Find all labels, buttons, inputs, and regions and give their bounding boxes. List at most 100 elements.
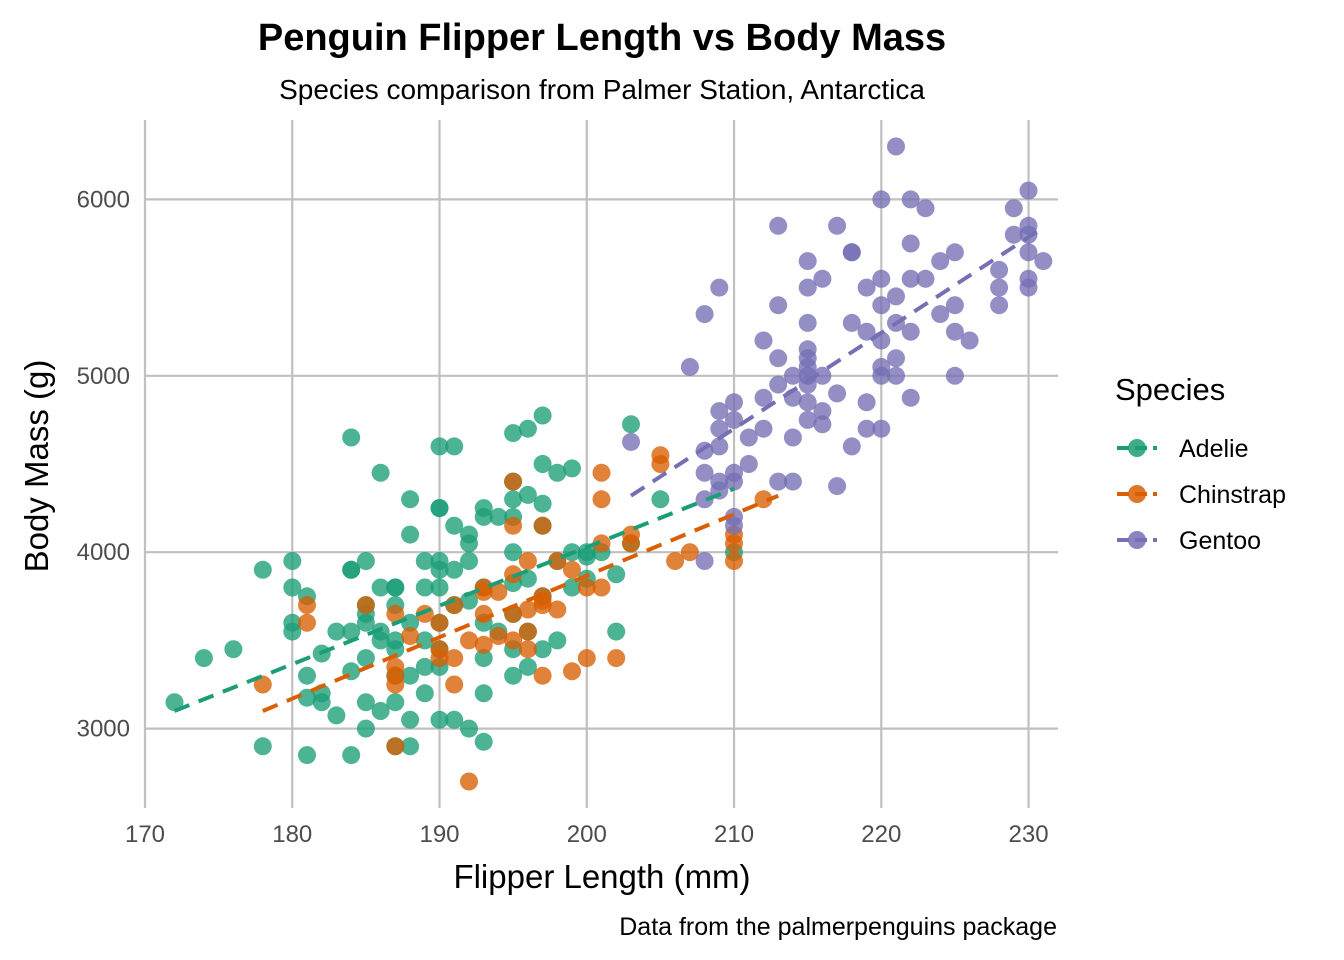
legend-key-point-chinstrap [1128,485,1146,503]
point-adelie [474,507,493,526]
chart-caption: Data from the palmerpenguins package [619,913,1057,941]
point-gentoo [769,349,788,368]
point-gentoo [872,419,891,438]
point-adelie [518,419,537,438]
legend: Species Adelie Chinstrap Gentoo [1115,372,1286,555]
point-gentoo [1019,181,1038,200]
point-gentoo [695,463,714,482]
point-chinstrap [518,640,537,659]
point-chinstrap [474,635,493,654]
point-chinstrap [563,662,581,681]
point-adelie [342,622,361,641]
point-chinstrap [680,543,699,562]
point-adelie [504,666,523,685]
point-adelie [504,424,523,443]
point-gentoo [828,216,847,235]
point-adelie [312,693,331,712]
point-chinstrap [548,600,567,619]
point-gentoo [754,331,773,350]
point-adelie [283,552,302,570]
point-adelie [489,507,508,526]
point-chinstrap [460,772,478,791]
point-chinstrap [386,666,405,685]
point-adelie [430,437,449,456]
point-gentoo [798,410,817,429]
x-tick-label: 200 [567,821,607,848]
point-gentoo [695,305,714,324]
point-adelie [283,622,302,641]
point-chinstrap [430,649,449,668]
point-chinstrap [607,649,626,668]
point-adelie [401,525,420,544]
point-chinstrap [577,649,596,668]
point-adelie [386,578,405,597]
point-adelie [563,578,581,597]
point-gentoo [990,296,1009,315]
point-gentoo [754,419,773,438]
point-chinstrap [518,552,537,570]
point-adelie [298,746,316,765]
point-adelie [533,640,552,659]
point-adelie [386,693,405,712]
point-adelie [415,657,434,676]
legend-label-adelie: Adelie [1179,435,1249,463]
point-adelie [356,693,375,712]
point-gentoo [960,331,979,350]
point-chinstrap [504,472,523,491]
point-gentoo [769,375,788,394]
point-gentoo [887,366,905,385]
point-gentoo [798,313,817,332]
point-adelie [445,437,464,456]
point-adelie [563,459,581,478]
trend-line-adelie [173,486,735,713]
x-tick-label: 220 [861,821,901,848]
point-adelie [651,490,670,509]
point-adelie [518,657,537,676]
legend-label-chinstrap: Chinstrap [1179,481,1286,509]
point-adelie [371,702,390,720]
point-gentoo [813,269,832,288]
point-adelie [356,613,375,632]
point-adelie [298,666,316,685]
axis-ticks: 170 180 190 200 210 220 230 3000 4000 5000 6000 [77,186,1049,848]
y-tick-label: 3000 [77,716,130,743]
trend-line-gentoo [629,225,1045,498]
point-chinstrap [504,565,523,584]
point-chinstrap [445,675,464,694]
legend-label-gentoo: Gentoo [1179,527,1261,555]
point-adelie [342,746,361,765]
point-adelie [342,560,361,579]
point-gentoo [739,428,758,447]
point-chinstrap [651,455,670,473]
point-gentoo [887,137,905,156]
point-gentoo [739,455,758,473]
point-gentoo [1034,252,1053,271]
point-gentoo [828,477,847,496]
point-adelie [194,649,213,668]
point-gentoo [931,305,950,324]
point-gentoo [872,269,891,288]
point-chinstrap [298,613,316,632]
point-adelie [622,415,640,434]
point-chinstrap [577,578,596,597]
point-gentoo [754,388,773,407]
y-tick-label: 6000 [77,186,130,213]
point-adelie [401,737,420,756]
point-gentoo [1019,243,1038,262]
point-adelie [533,406,552,425]
point-gentoo [695,552,714,570]
point-gentoo [901,322,920,341]
x-tick-label: 230 [1009,821,1049,848]
point-gentoo [945,243,964,262]
point-adelie [401,710,420,729]
point-adelie [430,499,449,518]
point-gentoo [680,358,699,376]
point-chinstrap [563,560,581,579]
point-adelie [460,552,478,570]
point-adelie [253,737,272,756]
legend-key-point-adelie [1128,439,1146,457]
point-chinstrap [460,631,478,650]
point-gentoo [813,402,832,421]
point-chinstrap [445,649,464,668]
point-adelie [460,534,478,553]
